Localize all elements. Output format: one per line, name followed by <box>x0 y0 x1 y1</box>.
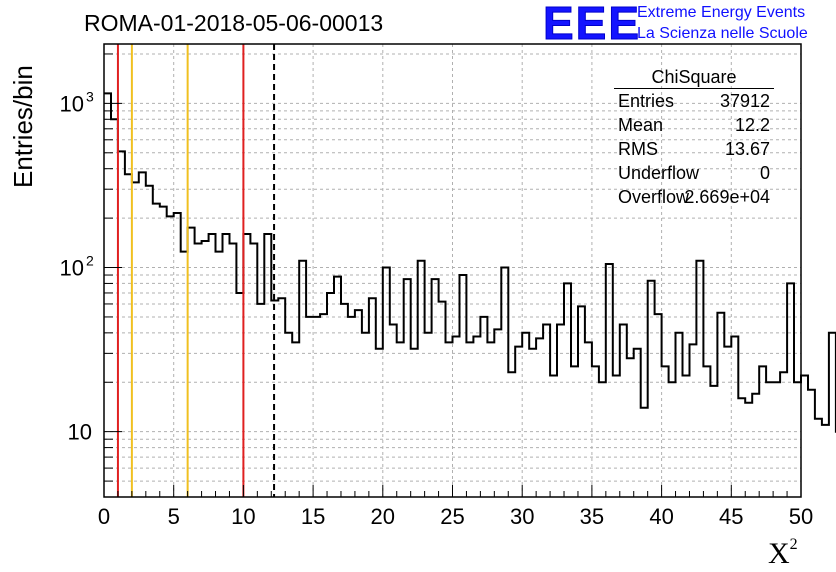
stats-value: 12.2 <box>734 115 770 135</box>
y-tick-label: 10 <box>68 420 92 445</box>
x-tick-label: 40 <box>649 504 673 529</box>
stats-row-mean: Mean 12.2 <box>610 113 778 137</box>
x-tick-label: 0 <box>98 504 110 529</box>
stats-box-title: ChiSquare <box>614 66 774 89</box>
y-tick-label: 10 <box>60 91 84 116</box>
stats-value: 37912 <box>719 91 770 111</box>
y-tick-label: 10 <box>60 256 84 281</box>
eee-logo-line1: Extreme Energy Events <box>637 4 806 21</box>
stats-row-rms: RMS 13.67 <box>610 137 778 161</box>
x-tick-label: 50 <box>789 504 813 529</box>
x-axis-label-superscript: 2 <box>789 536 798 553</box>
x-axis-label: X2 <box>768 536 798 571</box>
stats-key: Entries <box>618 91 675 111</box>
stats-value: 0 <box>759 163 770 183</box>
stats-row-overflow: Overflow 2.669e+04 <box>610 185 778 209</box>
stats-key: Mean <box>618 115 664 135</box>
chart-title: ROMA-01-2018-05-06-00013 <box>84 10 384 36</box>
stats-row-underflow: Underflow 0 <box>610 161 778 185</box>
eee-logo: EEE <box>542 0 642 49</box>
stats-row-entries: Entries 37912 <box>610 89 778 113</box>
stats-box: ChiSquare Entries 37912 Mean 12.2 RMS 13.67… <box>610 66 778 209</box>
y-tick-exponent: 2 <box>86 253 94 269</box>
stats-value: 13.67 <box>724 139 770 159</box>
stats-key: RMS <box>618 139 658 159</box>
x-tick-label: 45 <box>719 504 743 529</box>
x-tick-label: 35 <box>580 504 604 529</box>
stats-value: 2.669e+04 <box>684 187 770 207</box>
eee-logo-line2: La Scienza nelle Scuole <box>637 25 808 42</box>
x-tick-label: 5 <box>168 504 180 529</box>
x-tick-label: 25 <box>440 504 464 529</box>
x-tick-label: 30 <box>510 504 534 529</box>
x-axis-label-base: X <box>768 537 790 570</box>
stats-key: Overflow <box>618 187 690 207</box>
x-tick-label: 20 <box>371 504 395 529</box>
x-tick-label: 15 <box>301 504 325 529</box>
y-tick-exponent: 3 <box>86 88 94 104</box>
histogram-steps <box>104 92 836 433</box>
y-axis-label: Entries/bin <box>8 65 38 188</box>
x-tick-label: 10 <box>231 504 255 529</box>
stats-key: Underflow <box>618 163 700 183</box>
